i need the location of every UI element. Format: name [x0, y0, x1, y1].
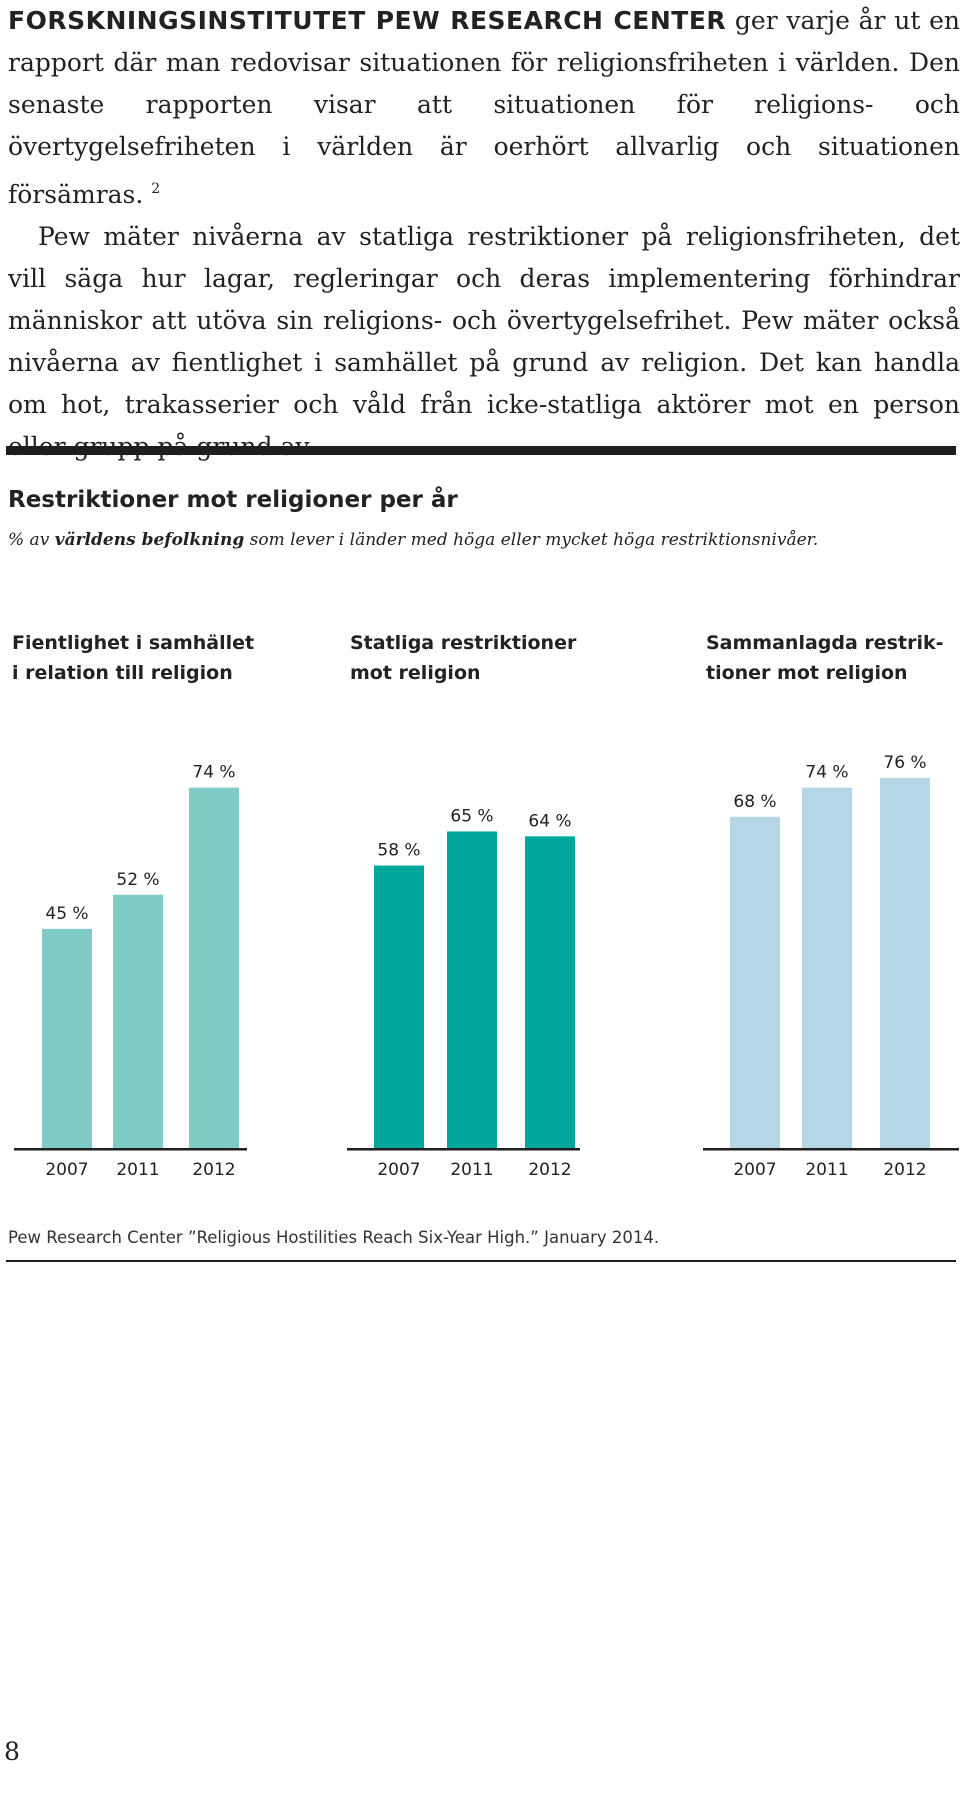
paragraph-1: FORSKNINGSINSTITUTET PEW RESEARCH CENTER…: [8, 0, 960, 216]
bar: [189, 787, 239, 1148]
year-tick-label: 2012: [883, 1160, 926, 1180]
figure-source: Pew Research Center ”Religious Hostiliti…: [8, 1228, 660, 1247]
subtitle-bold: världens befolkning: [54, 530, 245, 550]
bar-value-label: 68 %: [733, 792, 776, 812]
chart-panel: 68 % 2007 74 % 2011 76 % 2012: [703, 753, 959, 1180]
bar: [880, 777, 930, 1148]
figure-title: Restriktioner mot religioner per år: [8, 487, 458, 513]
chart-panel: 45 % 2007 52 % 2011 74 % 2012: [14, 763, 247, 1180]
x-axis-line: [14, 1148, 247, 1151]
panel-title-government: Statliga restriktioner mot religion: [350, 628, 650, 688]
year-tick-label: 2011: [450, 1160, 493, 1180]
x-axis-line: [703, 1148, 959, 1151]
year-tick-label: 2012: [528, 1160, 571, 1180]
bar: [113, 894, 163, 1148]
figure-subtitle: % av världens befolkning som lever i län…: [8, 530, 818, 550]
year-tick-label: 2007: [733, 1160, 776, 1180]
body-text: FORSKNINGSINSTITUTET PEW RESEARCH CENTER…: [8, 0, 960, 468]
panel-title-line2: mot religion: [350, 662, 481, 684]
figure-bottom-rule: [6, 1260, 956, 1262]
bar: [374, 865, 424, 1148]
bar: [802, 787, 852, 1148]
lead-caps: FORSKNINGSINSTITUTET PEW RESEARCH CENTER: [8, 6, 727, 35]
subtitle-prefix: % av: [8, 530, 50, 550]
bar: [42, 928, 92, 1148]
x-axis-line: [347, 1148, 580, 1151]
bar-value-label: 74 %: [192, 763, 235, 783]
panel-title-line2: tioner mot religion: [706, 662, 908, 684]
bar: [447, 831, 497, 1148]
paragraph-1-text: ger varje år ut en rapport där man redov…: [8, 6, 960, 209]
bar-value-label: 65 %: [450, 806, 493, 826]
panel-title-line2: i relation till religion: [12, 662, 233, 684]
bar-value-label: 74 %: [805, 763, 848, 783]
year-tick-label: 2012: [192, 1160, 235, 1180]
subtitle-suffix: som lever i länder med höga eller mycket…: [249, 530, 819, 550]
panel-title-line1: Statliga restriktioner: [350, 632, 577, 654]
page-number: 8: [4, 1737, 20, 1766]
footnote-ref[interactable]: 2: [151, 181, 161, 197]
bar: [730, 816, 780, 1148]
bar-value-label: 58 %: [377, 841, 420, 861]
bar-value-label: 76 %: [883, 753, 926, 773]
bar-value-label: 45 %: [45, 904, 88, 924]
year-tick-label: 2011: [805, 1160, 848, 1180]
bar-value-label: 52 %: [116, 870, 159, 890]
paragraph-2: Pew mäter nivåerna av statliga restrikti…: [8, 222, 960, 461]
panel-title-combined: Sammanlagda restrik- tioner mot religion: [706, 628, 960, 688]
panel-title-line1: Fientlighet i samhället: [12, 632, 255, 654]
year-tick-label: 2007: [377, 1160, 420, 1180]
panel-title-line1: Sammanlagda restrik-: [706, 632, 944, 654]
year-tick-label: 2011: [116, 1160, 159, 1180]
panel-title-hostilities: Fientlighet i samhället i relation till …: [12, 628, 312, 688]
figure-top-rule: [6, 446, 956, 455]
year-tick-label: 2007: [45, 1160, 88, 1180]
bar: [525, 836, 575, 1148]
bar-value-label: 64 %: [528, 811, 571, 831]
chart-panel: 58 % 2007 65 % 2011 64 % 2012: [347, 806, 580, 1180]
